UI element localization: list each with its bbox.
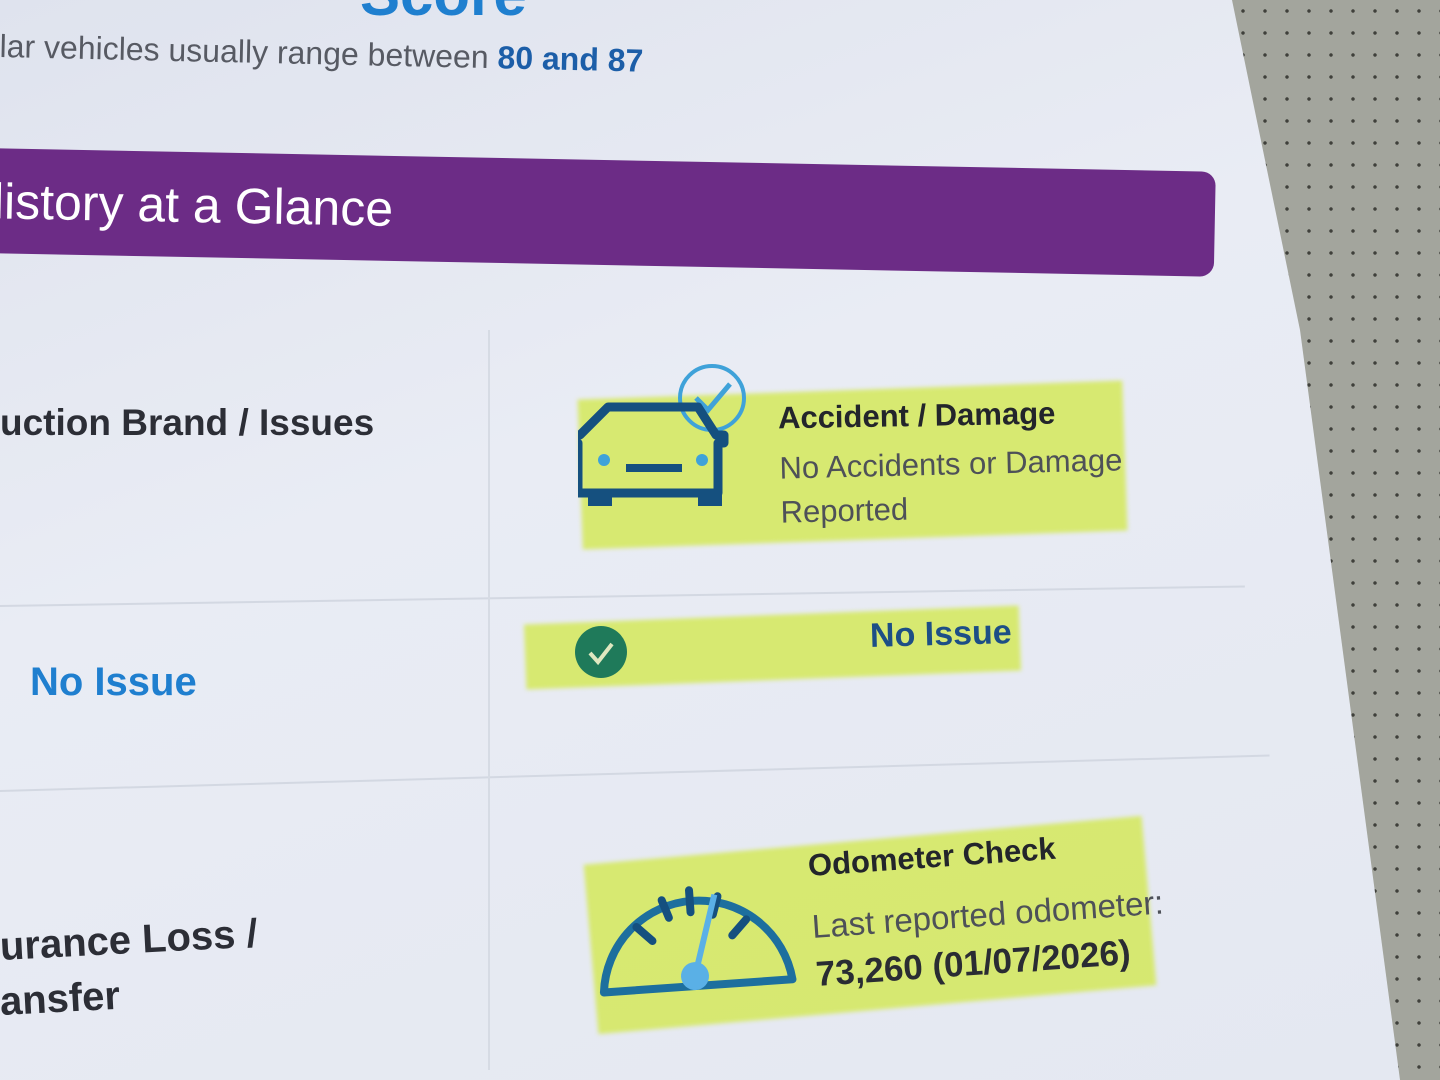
banner-title: listory at a Glance <box>0 173 394 237</box>
car-check-icon <box>578 364 746 506</box>
divider <box>0 754 1270 792</box>
score-range-text: lar vehicles usually range between 80 an… <box>0 28 644 79</box>
speedometer-icon <box>599 886 797 997</box>
row-label-brand: uction Brand / Issues <box>0 402 375 443</box>
column-divider <box>488 330 490 1070</box>
brand-status: No Issue <box>30 660 197 704</box>
row-label-insurance: urance Loss / <box>0 911 259 969</box>
score-heading: Score <box>360 0 527 29</box>
divider <box>0 585 1245 607</box>
row-label-insurance-cont: ansfer <box>0 973 122 1024</box>
accident-title: Accident / Damage <box>777 395 1056 436</box>
accident-detail: No Accidents or Damage Reported <box>779 442 1123 530</box>
check-circle-icon <box>575 626 627 678</box>
history-banner: listory at a Glance <box>0 148 1216 277</box>
accident-status: No Issue <box>869 613 1013 655</box>
